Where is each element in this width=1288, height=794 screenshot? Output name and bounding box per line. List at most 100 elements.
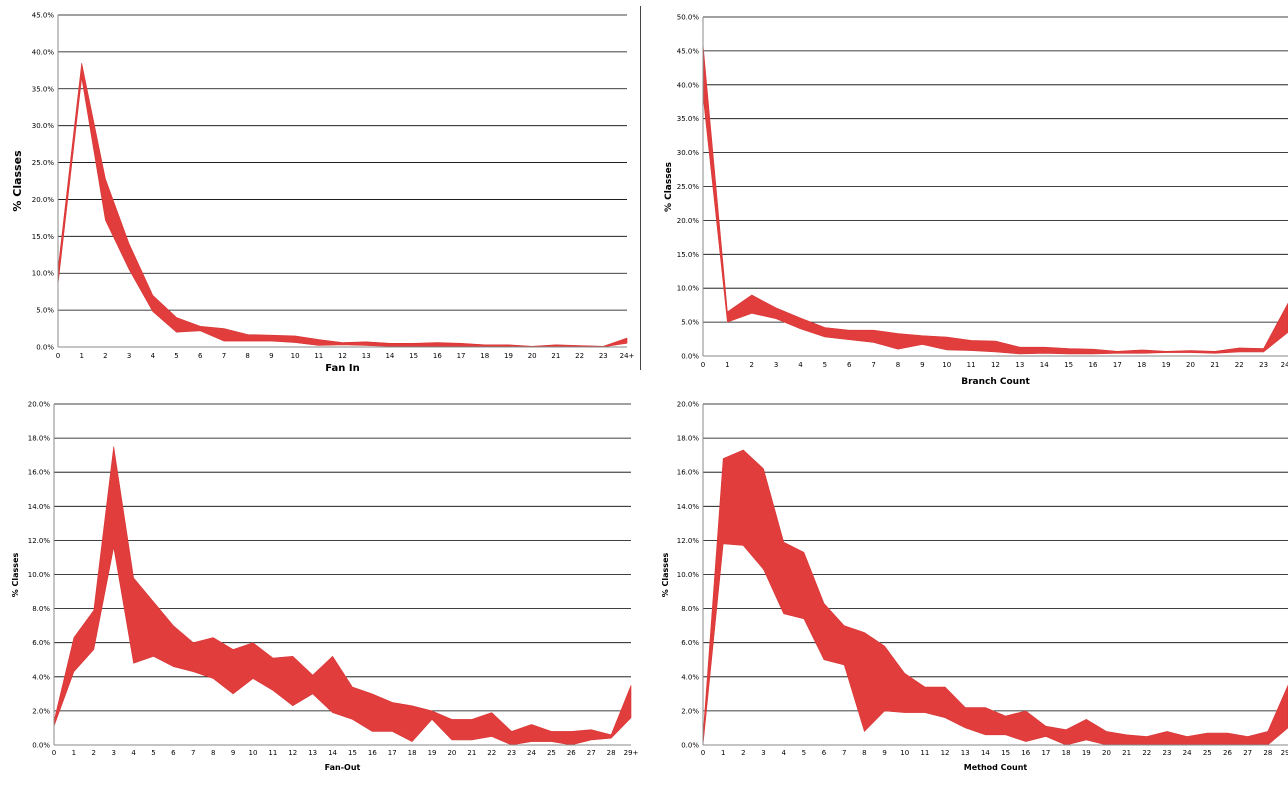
y-tick-label: 12.0% (677, 537, 700, 545)
x-tick-label: 15 (1001, 749, 1010, 757)
x-tick-label: 24 (1183, 749, 1192, 757)
y-tick-label: 16.0% (28, 469, 51, 477)
y-tick-label: 20.0% (677, 217, 700, 225)
x-tick-label: 24+ (620, 352, 635, 360)
x-tick-label: 1 (79, 352, 83, 360)
x-tick-label: 24 (527, 749, 536, 757)
x-tick-label: 14 (1040, 361, 1049, 369)
y-tick-label: 16.0% (677, 469, 700, 477)
y-tick-label: 8.0% (681, 605, 699, 613)
range-band (53, 446, 632, 746)
x-tick-label: 24+ (1281, 361, 1288, 369)
method-count-svg: 0.0% 2.0% 4.0% 6.0% 8.0% 10.0% 12.0% 14.0% 16.0%… (661, 401, 1288, 772)
x-tick-label: 25 (1203, 749, 1212, 757)
x-tick-label: 0 (701, 749, 705, 757)
x-tick-label: 11 (967, 361, 976, 369)
y-tick-label: 35.0% (677, 115, 700, 123)
range-band (57, 62, 628, 348)
y-tick-label: 12.0% (28, 537, 51, 545)
x-tick-label: 21 (551, 352, 560, 360)
x-tick-label: 19 (504, 352, 513, 360)
y-tick-label: 15.0% (32, 233, 55, 241)
x-tick-label: 16 (433, 352, 442, 360)
x-tick-label: 4 (781, 749, 786, 757)
x-tick-label: 0 (52, 749, 56, 757)
x-tick-label: 9 (231, 749, 235, 757)
x-tick-label: 13 (961, 749, 970, 757)
y-tick-label: 20.0% (677, 401, 700, 409)
chart-branch-count: 0.0% 5.0% 10.0% 15.0% 20.0% 25.0% 30.0% 35.0% 40… (644, 0, 1288, 387)
x-tick-label: 5 (802, 749, 806, 757)
y-tick-label: 40.0% (677, 81, 700, 89)
x-tick-label: 14 (328, 749, 337, 757)
y-tick-label: 0.0% (681, 742, 699, 750)
x-tick-label: 9 (920, 361, 924, 369)
y-tick-label: 30.0% (677, 149, 700, 157)
x-tick-label: 28 (1263, 749, 1272, 757)
x-tick-label: 27 (1243, 749, 1252, 757)
x-tick-label: 18 (1137, 361, 1146, 369)
x-tick-label: 13 (1015, 361, 1024, 369)
x-tick-label: 8 (211, 749, 215, 757)
x-tick-label: 18 (408, 749, 417, 757)
y-tick-label: 10.0% (677, 571, 700, 579)
x-tick-label: 29+ (1281, 749, 1288, 757)
x-tick-label: 22 (487, 749, 496, 757)
x-tick-label: 0 (56, 352, 60, 360)
x-tick-label: 2 (92, 749, 96, 757)
x-tick-label: 21 (467, 749, 476, 757)
y-tick-label: 25.0% (32, 159, 55, 167)
y-tick-label: 20.0% (28, 401, 51, 409)
x-tick-label: 16 (1021, 749, 1030, 757)
y-tick-label: 10.0% (28, 571, 51, 579)
y-tick-label: 50.0% (677, 14, 700, 22)
x-tick-label: 15 (409, 352, 418, 360)
x-tick-label: 11 (920, 749, 929, 757)
x-tick-label: 13 (362, 352, 371, 360)
x-tick-label: 12 (338, 352, 347, 360)
x-tick-label: 1 (72, 749, 76, 757)
x-tick-label: 26 (567, 749, 576, 757)
x-tick-label: 12 (941, 749, 950, 757)
x-tick-label: 10 (942, 361, 951, 369)
y-tick-label: 14.0% (28, 503, 51, 511)
y-tick-label: 20.0% (32, 196, 55, 204)
y-tick-label: 35.0% (32, 85, 55, 93)
x-tick-label: 20 (447, 749, 456, 757)
x-tick-label: 20 (528, 352, 537, 360)
y-tick-label: 18.0% (28, 435, 51, 443)
chart-fan-out: 0.0% 2.0% 4.0% 6.0% 8.0% 10.0% 12.0% 14.0% 16.0%… (0, 395, 640, 774)
x-tick-label: 16 (1089, 361, 1098, 369)
y-tick-label: 4.0% (681, 673, 699, 681)
y-tick-label: 10.0% (677, 285, 700, 293)
y-axis-label: % Classes (664, 162, 674, 212)
y-tick-label: 0.0% (36, 344, 54, 352)
x-tick-label: 10 (291, 352, 300, 360)
x-tick-label: 22 (575, 352, 584, 360)
y-tick-label: 4.0% (32, 673, 50, 681)
x-tick-label: 29+ (624, 749, 639, 757)
x-tick-label: 3 (761, 749, 765, 757)
y-tick-label: 6.0% (32, 639, 50, 647)
x-tick-label: 9 (882, 749, 886, 757)
x-tick-label: 26 (1223, 749, 1232, 757)
x-tick-label: 6 (822, 749, 827, 757)
x-tick-label: 17 (457, 352, 466, 360)
x-tick-label: 3 (127, 352, 131, 360)
y-tick-label: 25.0% (677, 183, 700, 191)
x-tick-label: 5 (151, 749, 155, 757)
chart-method-count: 0.0% 2.0% 4.0% 6.0% 8.0% 10.0% 12.0% 14.0% 16.0%… (644, 395, 1288, 774)
x-tick-label: 2 (103, 352, 107, 360)
range-band (702, 44, 1288, 355)
x-tick-label: 6 (171, 749, 176, 757)
y-tick-label: 0.0% (681, 353, 699, 361)
x-tick-label: 19 (1082, 749, 1091, 757)
x-tick-label: 23 (1259, 361, 1268, 369)
x-tick-label: 14 (981, 749, 990, 757)
x-tick-label: 8 (245, 352, 249, 360)
x-tick-label: 7 (842, 749, 846, 757)
y-tick-label: 18.0% (677, 435, 700, 443)
y-tick-label: 40.0% (32, 48, 55, 56)
x-tick-label: 7 (191, 749, 195, 757)
chart-fan-in: 0.0% 5.0% 10.0% 15.0% 20.0% 25.0% 30.0% 35.0% 40… (0, 0, 640, 375)
